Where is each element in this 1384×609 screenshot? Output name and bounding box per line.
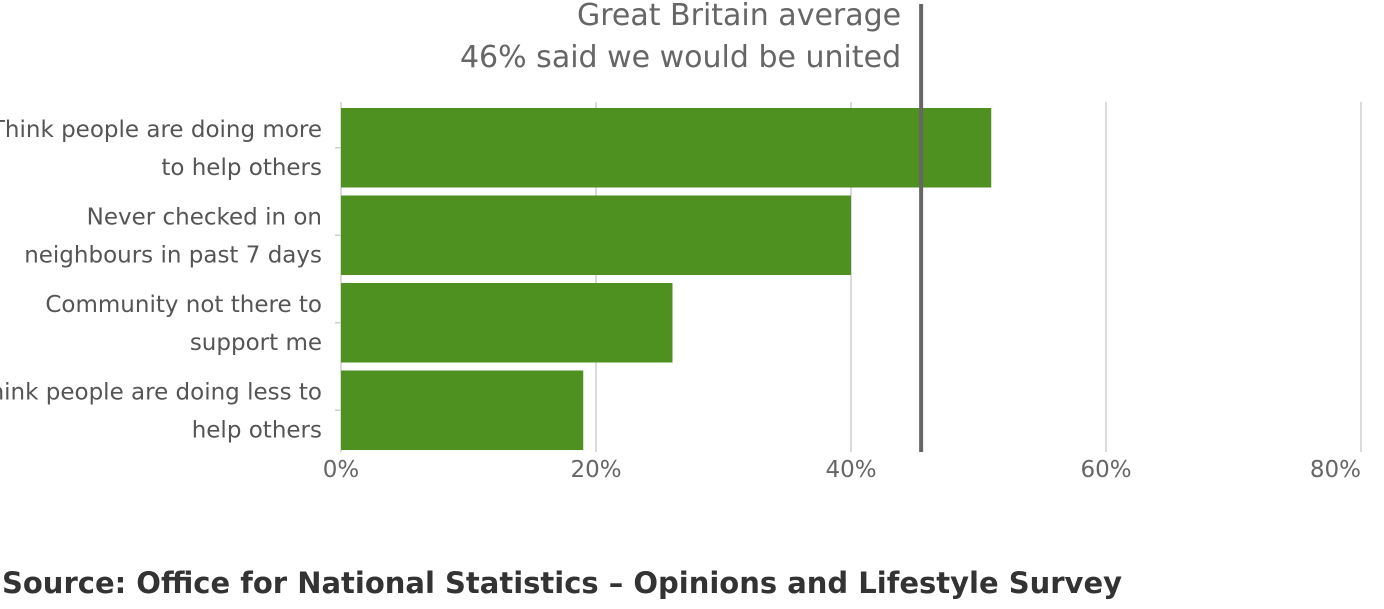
category-label: Think people are doing more to help other… — [0, 117, 322, 181]
category-label-line: Community not there to — [45, 292, 322, 318]
category-label-line: Think people are doing more — [0, 117, 322, 143]
bar — [341, 283, 673, 363]
x-tick-label: 60% — [1080, 457, 1131, 483]
x-tick-label: 40% — [825, 457, 876, 483]
category-label-line: neighbours in past 7 days — [24, 242, 322, 268]
category-label: Never checked in on neighbours in past 7 … — [24, 204, 322, 268]
reference-line-label: 46% said we would be united — [460, 40, 901, 75]
category-label-line: support me — [190, 330, 322, 356]
x-tick-label: 20% — [570, 457, 621, 483]
bar — [341, 108, 992, 188]
x-tick-label: 80% — [1310, 457, 1361, 483]
source-note: Source: Office for National Statistics –… — [2, 566, 1123, 600]
reference-line-group: Great Britain average 46% said we would b… — [460, 0, 924, 452]
category-label: Community not there to support me — [45, 292, 322, 356]
bar — [341, 195, 851, 275]
x-axis-ticks: 0% 20% 40% 60% 80% — [323, 457, 1361, 483]
category-label-line: Never checked in on — [87, 204, 322, 230]
bars — [341, 108, 992, 450]
category-label-line: Think people are doing less to — [0, 379, 322, 405]
category-label: Think people are doing less to help other… — [0, 379, 322, 443]
x-tick-label: 0% — [323, 457, 360, 483]
category-labels: Think people are doing more to help other… — [0, 117, 322, 444]
bar-chart: Think people are doing more to help other… — [0, 0, 1362, 483]
category-label-line: help others — [192, 417, 322, 443]
bar — [341, 370, 584, 450]
reference-line-label: Great Britain average — [577, 0, 901, 33]
category-label-line: to help others — [161, 155, 322, 181]
